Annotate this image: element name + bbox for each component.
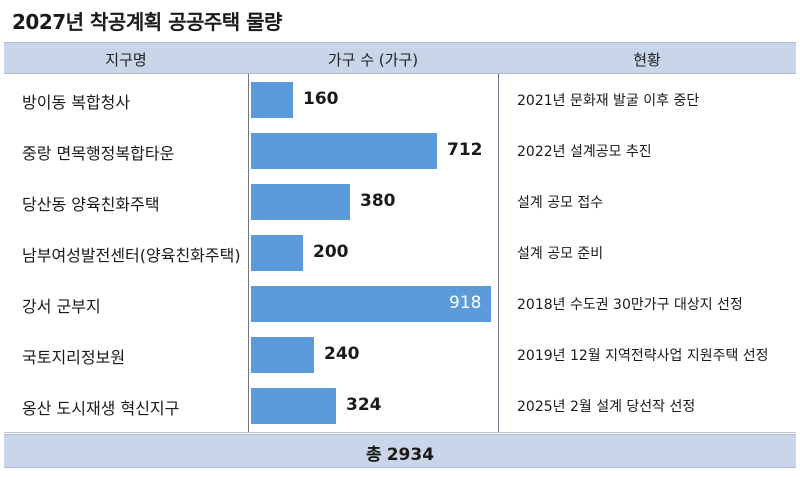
district-name: 옹산 도시재생 혁신지구 <box>22 399 180 418</box>
table-footer: 총 2934 <box>4 434 796 468</box>
status-text: 설계 공모 접수 <box>517 195 604 211</box>
district-name: 남부여성발전센터(양육친화주택) <box>22 246 241 265</box>
status-text: 2025년 2월 설계 당선작 선정 <box>517 399 696 415</box>
bar <box>251 388 336 424</box>
header-count: 가구 수 (가구) <box>327 51 419 69</box>
status-text: 2019년 12월 지역전략사업 지원주택 선정 <box>517 348 769 364</box>
bar <box>251 235 303 271</box>
header-status: 현황 <box>633 51 661 69</box>
status-cell: 설계 공모 접수 <box>498 176 797 228</box>
district-name: 중랑 면목행정복합타운 <box>22 144 175 163</box>
district-name-cell: 중랑 면목행정복합타운 <box>4 125 249 177</box>
bar <box>251 133 437 169</box>
bar-value-label: 160 <box>303 89 339 109</box>
page-title: 2027년 착공계획 공공주택 물량 <box>12 10 282 34</box>
status-cell: 2021년 문화재 발굴 이후 중단 <box>498 74 797 126</box>
district-name-cell: 강서 군부지 <box>4 278 249 330</box>
bar-value-label: 380 <box>360 191 396 211</box>
district-name-cell: 국토지리정보원 <box>4 329 249 381</box>
bar-value-label: 712 <box>447 140 483 160</box>
bar <box>251 184 350 220</box>
status-cell: 2019년 12월 지역전략사업 지원주택 선정 <box>498 329 797 381</box>
bar <box>251 286 491 322</box>
district-name: 강서 군부지 <box>22 297 101 316</box>
district-name-cell: 방이동 복합청사 <box>4 74 249 126</box>
table-row: 강서 군부지 918 2018년 수도권 30만가구 대상지 선정 <box>4 278 796 331</box>
status-text: 2022년 설계공모 추진 <box>517 144 652 160</box>
status-text: 2021년 문화재 발굴 이후 중단 <box>517 93 700 109</box>
table-row: 남부여성발전센터(양육친화주택) 200 설계 공모 준비 <box>4 227 796 280</box>
district-name-cell: 남부여성발전센터(양육친화주택) <box>4 227 249 279</box>
status-cell: 2022년 설계공모 추진 <box>498 125 797 177</box>
status-cell: 2018년 수도권 30만가구 대상지 선정 <box>498 278 797 330</box>
status-text: 설계 공모 준비 <box>517 246 604 262</box>
district-name: 국토지리정보원 <box>22 348 126 367</box>
district-name-cell: 당산동 양육친화주택 <box>4 176 249 228</box>
bar-value-label: 324 <box>346 395 382 415</box>
table-row: 당산동 양육친화주택 380 설계 공모 접수 <box>4 176 796 229</box>
bar-value-label: 918 <box>449 293 482 313</box>
bar-value-label: 240 <box>324 344 360 364</box>
bar-value-label: 200 <box>313 242 349 262</box>
district-name: 방이동 복합청사 <box>22 93 131 112</box>
status-cell: 설계 공모 준비 <box>498 227 797 279</box>
district-name: 당산동 양육친화주택 <box>22 195 160 214</box>
table-row: 중랑 면목행정복합타운 712 2022년 설계공모 추진 <box>4 125 796 178</box>
bar <box>251 337 314 373</box>
table-row: 옹산 도시재생 혁신지구 324 2025년 2월 설계 당선작 선정 <box>4 380 796 433</box>
header-name: 지구명 <box>105 51 147 69</box>
total-label: 총 <box>365 445 382 465</box>
table-header: 지구명 가구 수 (가구) 현황 <box>4 42 796 74</box>
table-row: 방이동 복합청사 160 2021년 문화재 발굴 이후 중단 <box>4 74 796 127</box>
district-name-cell: 옹산 도시재생 혁신지구 <box>4 380 249 432</box>
bar <box>251 82 293 118</box>
status-text: 2018년 수도권 30만가구 대상지 선정 <box>517 297 743 313</box>
table-row: 국토지리정보원 240 2019년 12월 지역전략사업 지원주택 선정 <box>4 329 796 382</box>
housing-table: 지구명 가구 수 (가구) 현황 방이동 복합청사 160 2021년 문화재 발굴… <box>4 42 796 468</box>
total-value: 2934 <box>386 445 435 465</box>
status-cell: 2025년 2월 설계 당선작 선정 <box>498 380 797 432</box>
